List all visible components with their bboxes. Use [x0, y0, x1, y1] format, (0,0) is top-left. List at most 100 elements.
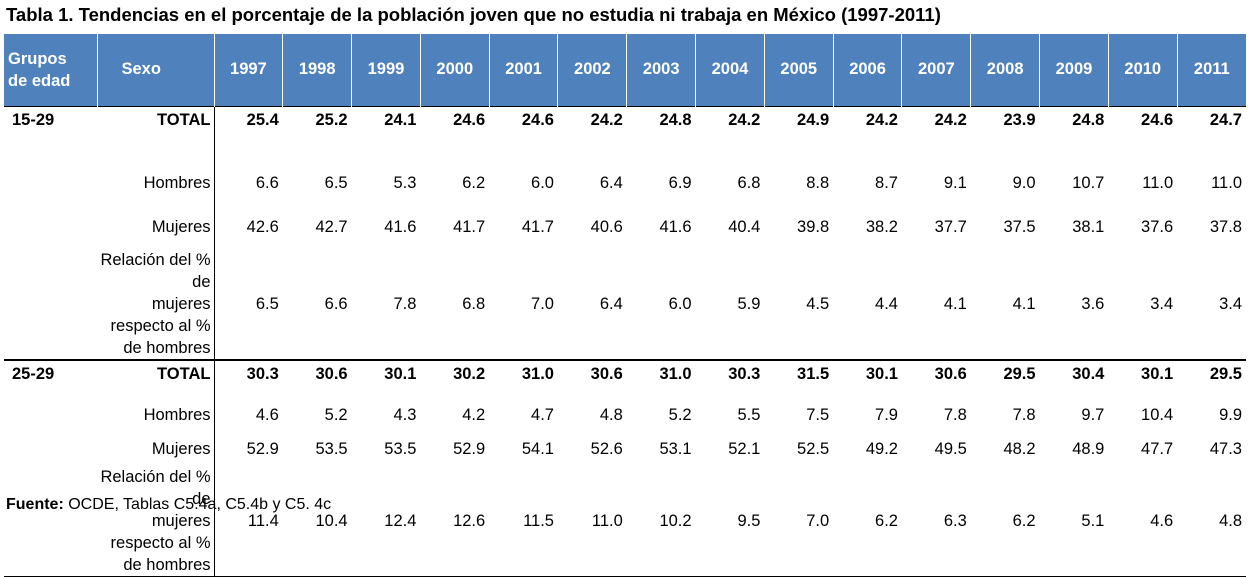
value-cell: 4.1 [943, 294, 967, 313]
age-group-cell: 15-29 [4, 105, 97, 161]
sex-label-cell: Mujeres [97, 432, 215, 466]
table-row: Relación del % de mujeres respecto al % de… [4, 249, 1246, 360]
header-group-line2: de edad [8, 71, 71, 90]
value-cell: 11.5 [489, 466, 558, 577]
value-cell: 41.6 [659, 217, 692, 236]
value-cell: 4.8 [1177, 466, 1246, 577]
value-cell: 24.9 [764, 105, 834, 161]
value-cell: 25.4 [214, 105, 283, 161]
header-row: Grupos de edad Sexo 1997 1998 1999 2000 … [4, 34, 1246, 106]
value-cell: 24.2 [695, 105, 765, 161]
header-year: 2005 [763, 34, 834, 106]
value-cell: 30.6 [901, 359, 971, 398]
value-cell: 42.7 [315, 217, 348, 236]
value-cell: 31.0 [626, 359, 696, 398]
header-year: 2011 [1176, 34, 1246, 106]
value-cell: 6.4 [599, 173, 623, 192]
age-group-cell [4, 205, 97, 249]
value-cell: 11.0 [557, 466, 627, 577]
sex-label-cell: Hombres [97, 398, 215, 432]
value-cell: 7.0 [764, 466, 834, 577]
value-cell: 6.9 [668, 173, 692, 192]
value-cell: 31.5 [764, 359, 834, 398]
value-cell: 6.6 [324, 294, 348, 313]
value-cell: 53.1 [659, 439, 692, 458]
value-cell: 11.0 [1142, 173, 1174, 192]
value-cell: 4.4 [875, 294, 898, 313]
sex-label-cell: Relación del % de mujeres respecto al % de… [97, 466, 215, 577]
value-cell: 4.1 [1012, 294, 1036, 313]
value-cell: 3.4 [1219, 294, 1242, 313]
header-year: 2004 [695, 34, 765, 106]
value-cell: 31.0 [489, 359, 558, 398]
header-year: 2008 [970, 34, 1040, 106]
value-cell: 4.8 [599, 405, 623, 424]
value-cell: 29.5 [1177, 359, 1246, 398]
value-cell: 30.1 [351, 359, 421, 398]
value-cell: 52.5 [797, 439, 830, 458]
value-cell: 6.2 [462, 173, 486, 192]
value-cell: 24.7 [1177, 105, 1246, 161]
value-cell: 30.3 [214, 359, 283, 398]
value-cell: 6.2 [970, 466, 1040, 577]
value-cell: 30.1 [1108, 359, 1178, 398]
value-cell: 37.7 [934, 217, 967, 236]
header-year: 2000 [419, 34, 490, 106]
value-cell: 4.6 [1108, 466, 1178, 577]
value-cell: 53.5 [315, 439, 348, 458]
table-row: Hombres 6.6 6.5 5.3 6.2 6.0 6.4 6.9 6.8 8.8 8.7 9.1… [4, 161, 1246, 205]
table-row: 15-29 TOTAL 25.4 25.2 24.1 24.6 24.6 24.2 24.8 24… [4, 105, 1246, 161]
value-cell: 6.6 [255, 173, 279, 192]
value-cell: 12.4 [351, 466, 421, 577]
value-cell: 40.4 [728, 217, 761, 236]
value-cell: 10.4 [1141, 405, 1174, 424]
table-row: Mujeres 52.9 53.5 53.5 52.9 54.1 52.6 53.1 52.1 5… [4, 432, 1246, 466]
value-cell: 48.9 [1072, 439, 1105, 458]
value-cell: 39.8 [797, 217, 830, 236]
value-cell: 5.1 [1039, 466, 1109, 577]
value-cell: 7.8 [943, 405, 967, 424]
value-cell: 9.9 [1219, 405, 1242, 424]
value-cell: 23.9 [970, 105, 1040, 161]
value-cell: 7.5 [806, 405, 830, 424]
value-cell: 30.2 [420, 359, 490, 398]
value-cell: 37.5 [1003, 217, 1036, 236]
value-cell: 3.4 [1150, 294, 1174, 313]
value-cell: 6.2 [833, 466, 902, 577]
value-cell: 5.2 [324, 405, 348, 424]
table-row: 25-29 TOTAL 30.3 30.6 30.1 30.2 31.0 30.6 31.0 30… [4, 359, 1246, 398]
sex-label-cell: Mujeres [97, 205, 215, 249]
source-label: Fuente: [6, 496, 64, 513]
value-cell: 5.3 [393, 173, 417, 192]
header-year: 2009 [1039, 34, 1109, 106]
value-cell: 9.0 [1012, 173, 1036, 192]
header-group: Grupos de edad [4, 34, 97, 106]
value-cell: 6.5 [324, 173, 348, 192]
value-cell: 47.3 [1209, 439, 1242, 458]
value-cell: 30.6 [282, 359, 352, 398]
value-cell: 47.7 [1141, 439, 1174, 458]
header-year: 2007 [901, 34, 971, 106]
value-cell: 11.4 [214, 466, 283, 577]
table-row: Mujeres 42.6 42.7 41.6 41.7 41.7 40.6 41.6 40.4 3… [4, 205, 1246, 249]
value-cell: 7.8 [393, 294, 417, 313]
value-cell: 24.2 [833, 105, 902, 161]
relation-label-line: Relación del % de [100, 251, 211, 291]
value-cell: 52.9 [246, 439, 279, 458]
value-cell: 10.4 [282, 466, 352, 577]
age-group-cell: 25-29 [4, 359, 97, 398]
value-cell: 8.8 [806, 173, 830, 192]
sex-label-cell: TOTAL [97, 105, 215, 161]
value-cell: 30.3 [695, 359, 765, 398]
value-cell: 40.6 [590, 217, 623, 236]
value-cell: 9.5 [695, 466, 765, 577]
value-cell: 6.0 [531, 173, 554, 192]
value-cell: 5.9 [737, 294, 761, 313]
value-cell: 10.7 [1072, 173, 1105, 192]
value-cell: 25.2 [282, 105, 352, 161]
relation-label-line: de hombres [123, 339, 211, 357]
value-cell: 30.4 [1039, 359, 1109, 398]
value-cell: 37.6 [1141, 217, 1174, 236]
value-cell: 49.2 [865, 439, 898, 458]
value-cell: 24.6 [1108, 105, 1178, 161]
